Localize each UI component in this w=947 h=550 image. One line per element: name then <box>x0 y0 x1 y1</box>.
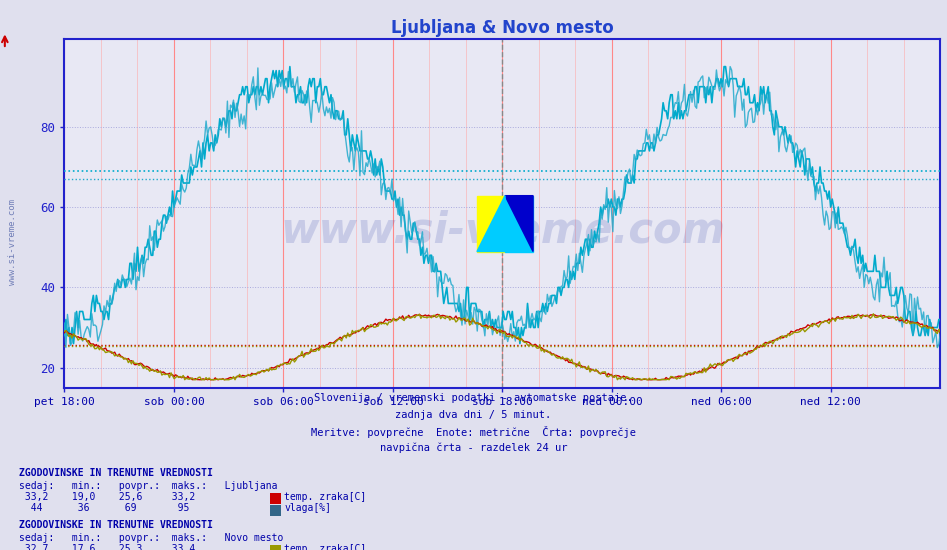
Text: www.si-vreme.com: www.si-vreme.com <box>8 199 17 285</box>
Text: temp. zraka[C]: temp. zraka[C] <box>284 544 366 550</box>
Title: Ljubljana & Novo mesto: Ljubljana & Novo mesto <box>391 19 614 37</box>
Text: Slovenija / vremenski podatki - avtomatske postaje.: Slovenija / vremenski podatki - avtomats… <box>314 393 633 403</box>
Bar <box>477 196 505 251</box>
Text: navpična črta - razdelek 24 ur: navpična črta - razdelek 24 ur <box>380 443 567 453</box>
Text: ZGODOVINSKE IN TRENUTNE VREDNOSTI: ZGODOVINSKE IN TRENUTNE VREDNOSTI <box>19 468 213 478</box>
Text: www.si-vreme.com: www.si-vreme.com <box>280 210 724 251</box>
Text: Meritve: povprečne  Enote: metrične  Črta: povprečje: Meritve: povprečne Enote: metrične Črta:… <box>311 426 636 438</box>
Text: ZGODOVINSKE IN TRENUTNE VREDNOSTI: ZGODOVINSKE IN TRENUTNE VREDNOSTI <box>19 520 213 530</box>
Text: vlaga[%]: vlaga[%] <box>284 503 331 513</box>
Text: sedaj:   min.:   povpr.:  maks.:   Ljubljana: sedaj: min.: povpr.: maks.: Ljubljana <box>19 481 277 491</box>
Text: 32,7    17,6    25,3     33,4: 32,7 17,6 25,3 33,4 <box>19 544 195 550</box>
Text: sedaj:   min.:   povpr.:  maks.:   Novo mesto: sedaj: min.: povpr.: maks.: Novo mesto <box>19 533 283 543</box>
Text: zadnja dva dni / 5 minut.: zadnja dva dni / 5 minut. <box>396 410 551 420</box>
Polygon shape <box>477 196 505 251</box>
Polygon shape <box>505 196 533 251</box>
Bar <box>505 196 533 251</box>
Text: 44      36      69       95: 44 36 69 95 <box>19 503 189 513</box>
Text: 33,2    19,0    25,6     33,2: 33,2 19,0 25,6 33,2 <box>19 492 195 502</box>
Text: temp. zraka[C]: temp. zraka[C] <box>284 492 366 502</box>
